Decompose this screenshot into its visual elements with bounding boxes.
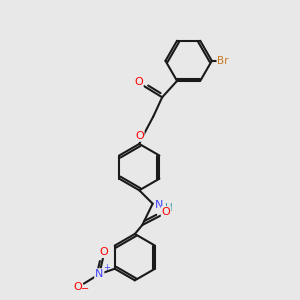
Text: O: O (135, 131, 144, 141)
Text: −: − (82, 284, 90, 294)
Text: O: O (162, 207, 170, 217)
Text: N: N (155, 200, 164, 210)
Text: O: O (73, 282, 82, 292)
Text: +: + (103, 262, 110, 272)
Text: Br: Br (218, 56, 229, 66)
Text: H: H (165, 203, 173, 213)
Text: N: N (95, 269, 103, 279)
Text: O: O (99, 247, 108, 257)
Text: O: O (134, 77, 143, 87)
